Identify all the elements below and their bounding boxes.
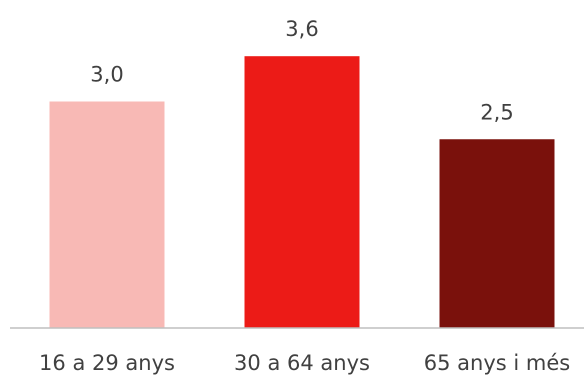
x-tick-label-2: 30 a 64 anys bbox=[234, 351, 370, 375]
bars-group bbox=[49, 56, 555, 328]
bar-2 bbox=[244, 56, 360, 328]
bar-value-label-2: 3,6 bbox=[285, 17, 318, 41]
x-tick-label-3: 65 anys i més bbox=[424, 351, 570, 375]
bar-3 bbox=[439, 139, 555, 328]
bar-value-label-3: 2,5 bbox=[480, 100, 513, 124]
bar-1 bbox=[49, 101, 165, 328]
bar-value-label-1: 3,0 bbox=[90, 63, 123, 87]
x-tick-label-1: 16 a 29 anys bbox=[39, 351, 175, 375]
value-labels-group: 3,0 3,6 2,5 bbox=[90, 17, 513, 124]
x-tick-labels-group: 16 a 29 anys 30 a 64 anys 65 anys i més bbox=[39, 351, 570, 375]
